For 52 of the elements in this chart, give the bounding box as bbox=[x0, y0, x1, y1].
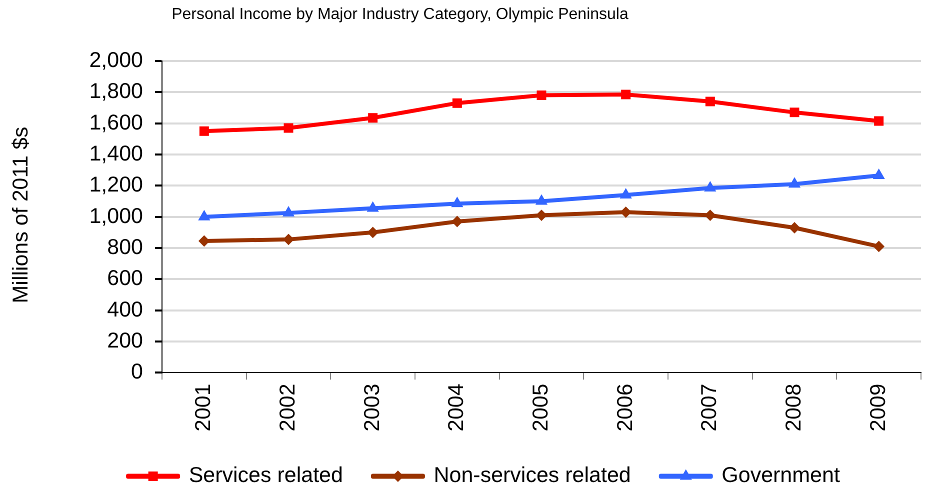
chart-title: Personal Income by Major Industry Category, Olympic Peninsula bbox=[170, 6, 630, 24]
x-tick-label: 2007 bbox=[697, 384, 722, 432]
point bbox=[283, 234, 294, 245]
x-tick-label: 2004 bbox=[444, 384, 468, 432]
point bbox=[873, 169, 885, 180]
point bbox=[368, 113, 378, 123]
y-tick-label: 800 bbox=[107, 234, 144, 259]
legend-label: Non-services related bbox=[434, 463, 631, 488]
legend-label: Services related bbox=[188, 463, 343, 488]
point bbox=[536, 90, 546, 100]
point bbox=[620, 206, 632, 218]
point bbox=[451, 197, 463, 208]
x-tick-label: 2006 bbox=[612, 384, 637, 432]
point bbox=[621, 90, 631, 100]
point bbox=[284, 123, 294, 133]
point bbox=[789, 222, 800, 234]
point bbox=[536, 210, 547, 221]
point bbox=[620, 188, 632, 199]
point bbox=[198, 210, 210, 220]
point bbox=[704, 210, 716, 221]
point bbox=[367, 202, 379, 212]
legend-label: Government bbox=[722, 463, 840, 488]
y-tick-label: 400 bbox=[107, 297, 144, 322]
y-tick-label: 200 bbox=[107, 328, 144, 352]
point bbox=[367, 226, 378, 238]
point bbox=[198, 235, 210, 246]
point bbox=[452, 216, 463, 228]
x-tick-label: 2005 bbox=[528, 384, 552, 432]
point bbox=[874, 116, 884, 126]
y-tick-label: 0 bbox=[131, 360, 144, 384]
point bbox=[788, 178, 800, 188]
x-tick-label: 2003 bbox=[360, 384, 384, 432]
point bbox=[536, 194, 548, 205]
point bbox=[282, 206, 294, 216]
y-tick-label: 1,400 bbox=[89, 141, 144, 166]
point bbox=[452, 98, 462, 108]
point bbox=[790, 108, 800, 118]
y-tick-label: 1,600 bbox=[89, 110, 144, 134]
point bbox=[705, 96, 715, 106]
x-tick-label: 2002 bbox=[275, 384, 300, 432]
x-tick-label: 2001 bbox=[191, 384, 216, 432]
point bbox=[704, 182, 716, 192]
y-tick-label: 1,200 bbox=[89, 172, 144, 197]
y-axis-title: Millions of 2011 $s bbox=[8, 126, 34, 304]
y-tick-label: 2,000 bbox=[89, 48, 144, 72]
x-tick-label: 2009 bbox=[866, 384, 890, 432]
y-tick-label: 600 bbox=[107, 266, 144, 290]
point bbox=[199, 126, 209, 136]
y-tick-label: 1,800 bbox=[89, 79, 144, 104]
x-tick-label: 2008 bbox=[781, 384, 806, 432]
point bbox=[873, 240, 884, 252]
y-tick-label: 1,000 bbox=[89, 204, 144, 228]
